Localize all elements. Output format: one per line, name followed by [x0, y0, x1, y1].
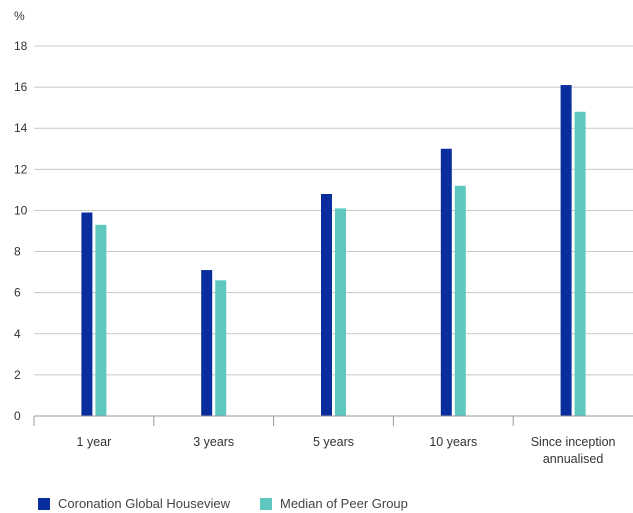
y-tick-label: 14	[14, 121, 28, 135]
y-tick-label: 12	[14, 162, 28, 176]
bar-series-2	[574, 111, 586, 417]
x-category-label: 5 years	[313, 435, 354, 449]
y-tick-label: 18	[14, 39, 28, 53]
bar-series-2	[454, 185, 466, 416]
legend-item-series-1: Coronation Global Houseview	[38, 496, 230, 511]
bar-series-2	[215, 280, 227, 416]
legend-item-series-2: Median of Peer Group	[259, 496, 408, 511]
gridlines	[34, 45, 633, 376]
bar-series-2	[335, 208, 346, 416]
legend-label-series-2: Median of Peer Group	[279, 496, 408, 511]
y-tick-label: 8	[14, 245, 21, 259]
y-axis-unit-label: %	[14, 9, 25, 23]
bar-series-1	[440, 148, 452, 416]
x-category-label: 1 year	[77, 435, 112, 449]
x-category-label: Since inception	[531, 435, 616, 449]
bar-series-1	[201, 270, 213, 416]
bars	[81, 85, 586, 417]
y-tick-label: 4	[14, 327, 21, 341]
x-category-label: 3 years	[193, 435, 234, 449]
y-tick-label: 16	[14, 80, 28, 94]
bar-series-1	[560, 85, 572, 417]
bar-series-1	[81, 212, 93, 416]
y-tick-label: 0	[14, 409, 21, 423]
x-category-label: 10 years	[429, 435, 477, 449]
x-axis: 1 year 3 years 5 years 10 years Since incept…	[33, 415, 633, 466]
y-tick-label: 6	[14, 286, 21, 300]
y-axis-ticks: 0 2 4 6 8 10 12 14 16 18	[14, 39, 28, 423]
legend: Coronation Global Houseview Median of Pe…	[38, 496, 438, 511]
legend-swatch-series-1	[38, 497, 50, 510]
x-category-label: annualised	[543, 452, 604, 466]
legend-swatch-series-2	[259, 497, 272, 510]
bar-series-2	[95, 224, 107, 416]
y-tick-label: 10	[14, 203, 28, 217]
y-tick-label: 2	[14, 368, 21, 382]
legend-label-series-1: Coronation Global Houseview	[58, 496, 230, 511]
bar-chart: % 0 2 4 6 8 10 12 14 16 18 1 year 3 years 5 years 10…	[14, 9, 633, 466]
bar-series-1	[321, 194, 332, 416]
